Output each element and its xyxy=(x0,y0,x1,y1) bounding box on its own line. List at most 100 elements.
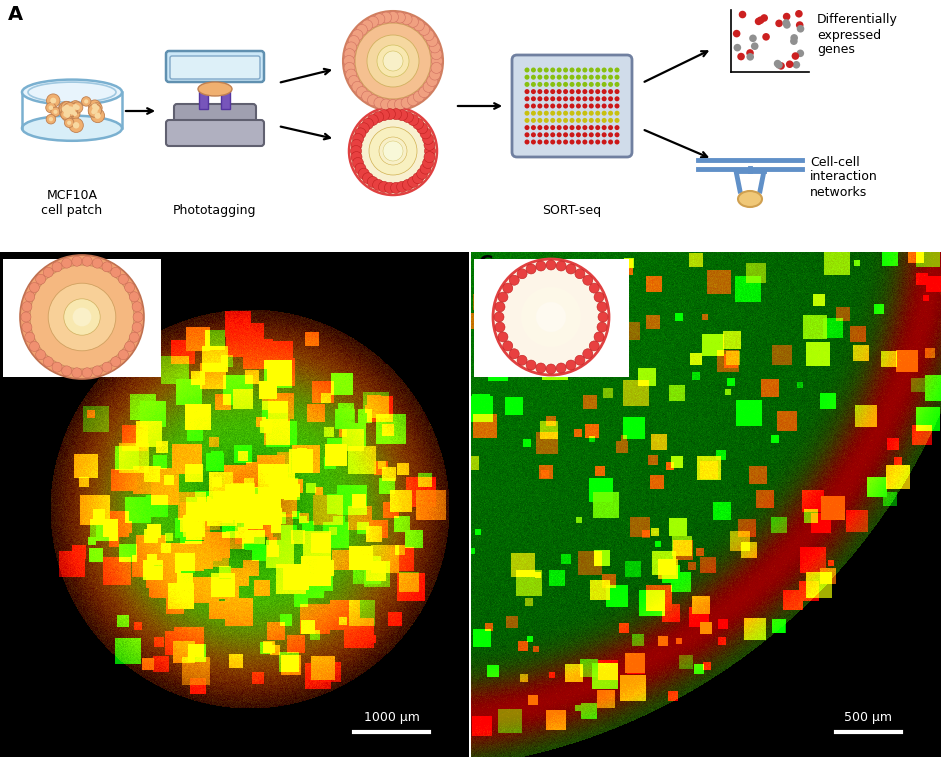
Circle shape xyxy=(582,75,587,79)
Circle shape xyxy=(531,104,536,108)
Circle shape xyxy=(72,102,83,113)
Circle shape xyxy=(344,62,355,73)
Circle shape xyxy=(589,89,594,94)
Circle shape xyxy=(775,20,783,27)
Ellipse shape xyxy=(22,79,122,104)
Circle shape xyxy=(420,163,431,174)
Circle shape xyxy=(424,139,435,151)
Circle shape xyxy=(544,82,549,87)
Text: Phototagging: Phototagging xyxy=(173,204,257,217)
Circle shape xyxy=(92,107,98,114)
Circle shape xyxy=(494,312,504,322)
Circle shape xyxy=(550,75,555,79)
Circle shape xyxy=(582,111,587,116)
Circle shape xyxy=(498,332,508,342)
Circle shape xyxy=(550,118,555,123)
Circle shape xyxy=(608,89,614,94)
Circle shape xyxy=(783,13,790,20)
Circle shape xyxy=(608,82,614,87)
Circle shape xyxy=(379,137,407,165)
Circle shape xyxy=(380,12,391,23)
Circle shape xyxy=(69,118,84,132)
Circle shape xyxy=(401,98,412,108)
Circle shape xyxy=(546,260,556,270)
Circle shape xyxy=(52,262,62,272)
Circle shape xyxy=(391,182,402,193)
Circle shape xyxy=(374,14,385,25)
Circle shape xyxy=(423,30,434,41)
Circle shape xyxy=(49,117,53,121)
Circle shape xyxy=(550,96,555,101)
Circle shape xyxy=(751,42,758,50)
Circle shape xyxy=(119,350,128,360)
Circle shape xyxy=(526,264,536,274)
Circle shape xyxy=(596,111,600,116)
Circle shape xyxy=(74,105,80,110)
Circle shape xyxy=(66,111,71,115)
Circle shape xyxy=(783,21,790,29)
Circle shape xyxy=(24,332,35,342)
Circle shape xyxy=(589,132,594,137)
Circle shape xyxy=(64,105,70,111)
Circle shape xyxy=(790,34,798,42)
Circle shape xyxy=(569,111,575,116)
Circle shape xyxy=(419,86,430,98)
Circle shape xyxy=(367,176,378,188)
Circle shape xyxy=(102,362,112,372)
Circle shape xyxy=(601,118,607,123)
Circle shape xyxy=(524,96,530,101)
Text: Cell-cell
interaction
networks: Cell-cell interaction networks xyxy=(810,155,878,198)
Circle shape xyxy=(70,101,82,113)
Circle shape xyxy=(82,256,92,266)
Circle shape xyxy=(582,139,587,145)
Circle shape xyxy=(132,302,142,312)
Circle shape xyxy=(423,133,434,145)
Circle shape xyxy=(601,96,607,101)
Circle shape xyxy=(544,111,549,116)
Circle shape xyxy=(614,104,619,108)
Circle shape xyxy=(557,111,562,116)
Circle shape xyxy=(556,363,566,373)
Text: SORT-seq: SORT-seq xyxy=(542,204,601,217)
Circle shape xyxy=(91,103,103,114)
Circle shape xyxy=(30,265,134,369)
Circle shape xyxy=(563,111,568,116)
Circle shape xyxy=(518,269,527,279)
Circle shape xyxy=(524,125,530,130)
Circle shape xyxy=(72,368,82,378)
Circle shape xyxy=(589,75,594,79)
Circle shape xyxy=(431,62,442,73)
Circle shape xyxy=(596,82,600,87)
Circle shape xyxy=(352,81,363,92)
Circle shape xyxy=(385,182,395,193)
FancyBboxPatch shape xyxy=(512,55,632,157)
Circle shape xyxy=(557,75,562,79)
Circle shape xyxy=(775,61,783,69)
Circle shape xyxy=(576,118,581,123)
Circle shape xyxy=(614,111,619,116)
Circle shape xyxy=(569,118,575,123)
Circle shape xyxy=(608,67,614,73)
Circle shape xyxy=(531,75,536,79)
Circle shape xyxy=(407,176,419,188)
Circle shape xyxy=(608,132,614,137)
Circle shape xyxy=(353,133,363,145)
Circle shape xyxy=(537,125,542,130)
Circle shape xyxy=(582,104,587,108)
Circle shape xyxy=(563,139,568,145)
Circle shape xyxy=(62,258,72,268)
Circle shape xyxy=(596,75,600,79)
Circle shape xyxy=(64,118,74,127)
Ellipse shape xyxy=(738,191,762,207)
Circle shape xyxy=(557,125,562,130)
Circle shape xyxy=(544,125,549,130)
Circle shape xyxy=(373,179,384,190)
Circle shape xyxy=(124,341,135,351)
Circle shape xyxy=(22,302,32,312)
Circle shape xyxy=(524,67,530,73)
Circle shape xyxy=(64,299,100,335)
Circle shape xyxy=(596,139,600,145)
Circle shape xyxy=(58,103,71,116)
Circle shape xyxy=(352,30,363,41)
Circle shape xyxy=(746,49,754,57)
